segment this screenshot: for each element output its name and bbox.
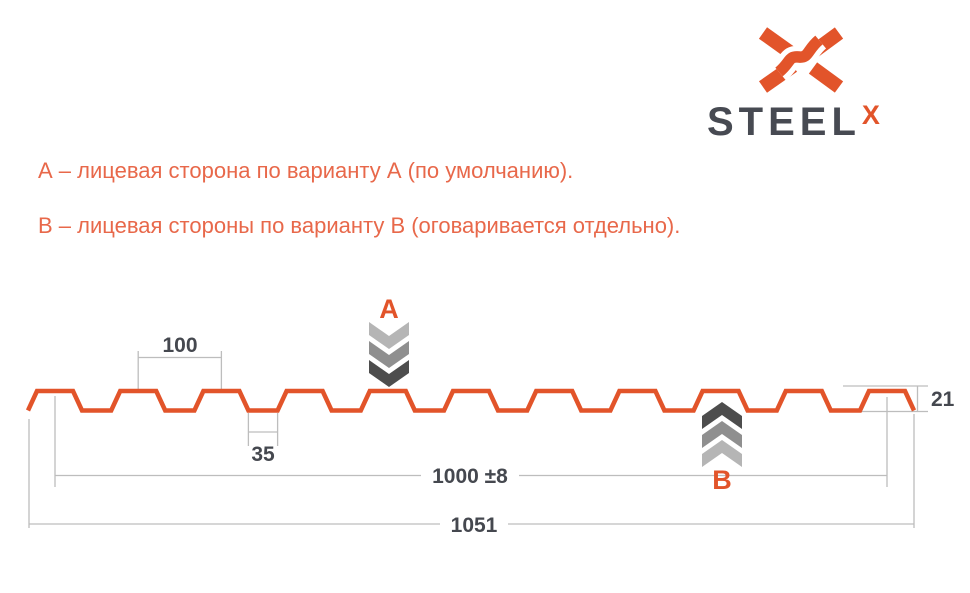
brand-sup-x: X <box>861 100 880 130</box>
marker-a-chevron-1 <box>369 322 409 349</box>
marker-b-letter: В <box>712 465 732 495</box>
marker-a-letter: А <box>379 294 399 324</box>
dim-label-overall-width: 1051 <box>451 514 498 537</box>
note-variant-a: А – лицевая сторона по варианту А (по ум… <box>38 158 574 183</box>
corrugated-profile-outline <box>25 388 917 413</box>
dimension-lines <box>28 351 928 528</box>
marker-a: А <box>369 294 409 387</box>
note-variant-b: В – лицевая стороны по варианту В (огова… <box>38 213 681 238</box>
brand-wordmark: STEELX <box>707 100 880 144</box>
marker-b-chevron-2 <box>702 421 742 448</box>
dim-label-rib-pitch: 100 <box>162 334 197 357</box>
marker-b-chevron-1 <box>702 402 742 429</box>
dim-label-profile-height: 21 <box>931 388 955 411</box>
logo-link-curve <box>775 35 823 77</box>
marker-a-chevron-3 <box>369 360 409 387</box>
logo-arm-bottom-right <box>808 62 844 93</box>
dimension-labels: 100 35 1000 ±8 1051 21 <box>162 334 954 537</box>
marker-b-chevron-3 <box>702 440 742 467</box>
brand-name: STEEL <box>707 100 861 144</box>
dim-label-valley-width: 35 <box>251 443 275 466</box>
dim-label-coverage-width: 1000 ±8 <box>432 465 508 488</box>
marker-a-chevron-2 <box>369 341 409 368</box>
marker-b: В <box>702 402 742 495</box>
steelx-logo-icon <box>758 27 844 93</box>
